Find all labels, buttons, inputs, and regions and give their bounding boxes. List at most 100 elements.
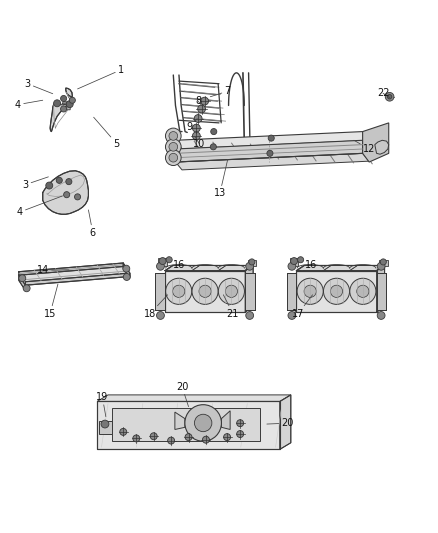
Circle shape	[150, 433, 157, 440]
Circle shape	[66, 101, 73, 108]
Polygon shape	[99, 421, 113, 434]
Circle shape	[290, 257, 297, 264]
Text: 16: 16	[169, 260, 185, 271]
Circle shape	[60, 106, 67, 112]
Circle shape	[64, 192, 70, 198]
Circle shape	[237, 419, 244, 426]
Polygon shape	[175, 412, 185, 430]
Circle shape	[156, 312, 164, 319]
Circle shape	[246, 262, 254, 270]
Circle shape	[357, 285, 369, 297]
Circle shape	[169, 142, 178, 151]
Polygon shape	[176, 132, 369, 149]
Polygon shape	[296, 271, 377, 312]
Polygon shape	[280, 395, 291, 449]
Polygon shape	[97, 395, 291, 401]
Polygon shape	[287, 273, 296, 310]
Text: 1: 1	[78, 65, 124, 89]
Circle shape	[246, 312, 254, 319]
Polygon shape	[19, 262, 130, 284]
Circle shape	[56, 177, 62, 183]
Circle shape	[123, 273, 130, 280]
Circle shape	[133, 435, 140, 442]
Polygon shape	[158, 259, 167, 266]
Circle shape	[380, 259, 386, 265]
Circle shape	[194, 414, 212, 432]
Circle shape	[330, 285, 343, 297]
Circle shape	[237, 431, 244, 438]
Polygon shape	[245, 265, 253, 312]
Polygon shape	[43, 171, 88, 214]
Circle shape	[201, 97, 208, 105]
Circle shape	[166, 257, 172, 263]
Text: 14: 14	[37, 265, 69, 275]
Polygon shape	[165, 265, 253, 271]
Polygon shape	[113, 408, 260, 441]
Circle shape	[166, 139, 181, 155]
Text: 22: 22	[377, 88, 390, 98]
Text: 12: 12	[354, 140, 375, 154]
Polygon shape	[168, 137, 179, 157]
Circle shape	[123, 265, 130, 272]
Circle shape	[166, 128, 181, 144]
Circle shape	[60, 95, 67, 102]
Circle shape	[297, 278, 323, 304]
Polygon shape	[176, 154, 369, 170]
Circle shape	[69, 97, 75, 103]
Circle shape	[388, 94, 392, 99]
Text: 4: 4	[17, 196, 62, 217]
Circle shape	[304, 285, 316, 297]
Circle shape	[173, 285, 185, 297]
Polygon shape	[123, 263, 130, 278]
Polygon shape	[25, 273, 130, 285]
Text: 20: 20	[267, 418, 294, 428]
Polygon shape	[155, 273, 165, 310]
Text: 3: 3	[25, 79, 53, 94]
Circle shape	[168, 437, 175, 444]
Text: 8: 8	[195, 96, 203, 107]
Circle shape	[192, 124, 200, 132]
Polygon shape	[62, 102, 73, 104]
Text: 4: 4	[15, 100, 43, 110]
Circle shape	[156, 262, 164, 270]
Circle shape	[53, 100, 60, 107]
Polygon shape	[97, 401, 280, 449]
Circle shape	[19, 275, 26, 282]
Circle shape	[202, 436, 209, 443]
Polygon shape	[176, 140, 363, 162]
Polygon shape	[377, 265, 385, 312]
Circle shape	[350, 278, 376, 304]
Circle shape	[192, 278, 218, 304]
Circle shape	[288, 312, 296, 319]
Circle shape	[225, 285, 237, 297]
Circle shape	[185, 434, 192, 441]
Text: 17: 17	[292, 295, 313, 319]
Polygon shape	[245, 273, 255, 310]
Text: 3: 3	[22, 177, 48, 190]
Text: 9: 9	[186, 118, 197, 132]
Polygon shape	[377, 273, 386, 310]
Polygon shape	[290, 259, 298, 266]
Circle shape	[23, 285, 30, 292]
Circle shape	[219, 278, 244, 304]
Polygon shape	[247, 260, 256, 266]
Circle shape	[377, 312, 385, 319]
Polygon shape	[375, 140, 389, 154]
Circle shape	[169, 132, 178, 140]
Circle shape	[74, 194, 81, 200]
Circle shape	[224, 434, 230, 441]
Circle shape	[288, 262, 296, 270]
Polygon shape	[67, 102, 71, 110]
Circle shape	[267, 150, 273, 156]
Circle shape	[192, 132, 200, 140]
Circle shape	[194, 115, 202, 123]
Circle shape	[185, 405, 222, 441]
Circle shape	[169, 154, 178, 162]
Polygon shape	[165, 271, 245, 312]
Circle shape	[268, 135, 274, 141]
Circle shape	[46, 182, 53, 189]
Text: 5: 5	[94, 117, 120, 149]
Polygon shape	[19, 263, 123, 275]
Text: 10: 10	[193, 137, 205, 149]
Circle shape	[323, 278, 350, 304]
